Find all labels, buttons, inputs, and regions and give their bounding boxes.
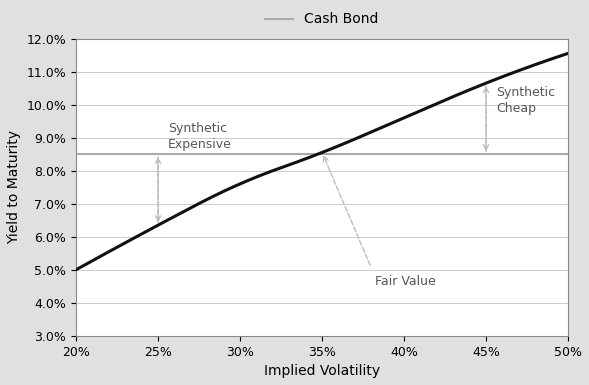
Text: Synthetic
Cheap: Synthetic Cheap (496, 86, 555, 115)
Legend: Cash Bond: Cash Bond (260, 7, 384, 32)
X-axis label: Implied Volatility: Implied Volatility (264, 364, 380, 378)
Text: Synthetic
Expensive: Synthetic Expensive (168, 122, 232, 151)
Text: Fair Value: Fair Value (375, 275, 435, 288)
Y-axis label: Yield to Maturity: Yield to Maturity (7, 130, 21, 244)
